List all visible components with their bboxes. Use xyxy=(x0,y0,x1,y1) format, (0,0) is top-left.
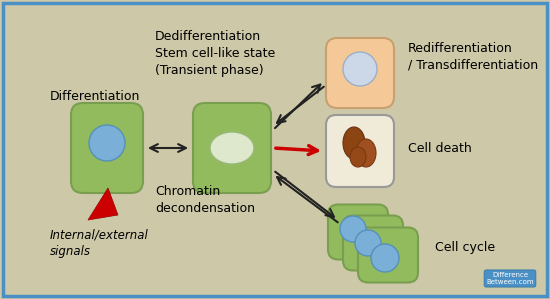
Ellipse shape xyxy=(210,132,254,164)
Ellipse shape xyxy=(343,52,377,86)
Ellipse shape xyxy=(340,216,366,242)
Text: Chromatin
decondensation: Chromatin decondensation xyxy=(155,185,255,215)
FancyBboxPatch shape xyxy=(193,103,271,193)
Ellipse shape xyxy=(371,244,399,272)
Text: Cell death: Cell death xyxy=(408,141,472,155)
FancyBboxPatch shape xyxy=(71,103,143,193)
Ellipse shape xyxy=(89,125,125,161)
Ellipse shape xyxy=(355,230,381,256)
Ellipse shape xyxy=(356,139,376,167)
Ellipse shape xyxy=(343,127,365,159)
FancyBboxPatch shape xyxy=(328,205,388,260)
Polygon shape xyxy=(88,188,118,220)
FancyBboxPatch shape xyxy=(343,216,403,271)
Text: Differentiation: Differentiation xyxy=(50,90,140,103)
Ellipse shape xyxy=(350,147,366,167)
Text: Dedifferentiation
Stem cell-like state
(Transient phase): Dedifferentiation Stem cell-like state (… xyxy=(155,30,275,77)
FancyBboxPatch shape xyxy=(326,115,394,187)
Text: Internal/external
signals: Internal/external signals xyxy=(50,228,148,258)
FancyBboxPatch shape xyxy=(326,38,394,108)
Text: Difference
Between.com: Difference Between.com xyxy=(486,272,534,285)
Text: Redifferentiation
/ Transdifferentiation: Redifferentiation / Transdifferentiation xyxy=(408,42,538,72)
Text: Cell cycle: Cell cycle xyxy=(435,242,495,254)
FancyBboxPatch shape xyxy=(358,228,418,283)
